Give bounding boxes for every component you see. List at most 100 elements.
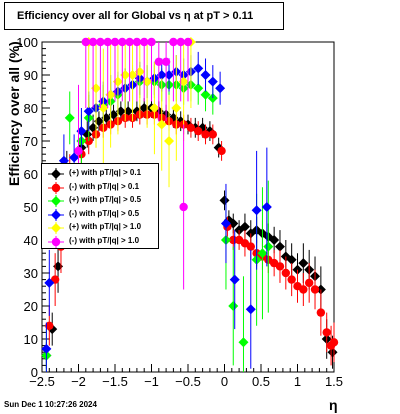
data-point [201,130,210,139]
data-point [74,146,83,156]
legend-label: (+) with pT/|q| > 0.1 [69,168,142,177]
data-point [327,347,338,358]
x-tick-label: 0.5 [252,374,270,389]
data-point [245,304,256,315]
datestamp: Sun Dec 1 10:27:26 2024 [4,400,97,409]
x-tick-label: −1.5 [102,374,128,389]
data-point [69,152,80,163]
data-point [215,83,226,94]
legend-entry: (+) with pT/|q| > 0.1 [42,167,160,181]
x-tick-label: −2.5 [29,374,55,389]
data-point [229,235,238,245]
legend-symbol [51,223,61,234]
legend-marker [48,222,64,235]
data-point [263,241,274,252]
data-point [281,268,291,278]
data-point [299,285,308,294]
data-point [41,343,52,354]
legend-symbol [51,196,61,207]
legend-entry: (+) with pT/|q| > 0.5 [42,194,160,208]
data-point [91,83,102,94]
data-point [287,275,296,284]
y-axis-label: Efficiency over all (%) [6,41,22,186]
data-point [219,195,230,206]
legend-entry: (-) with pT/|q| > 1.0 [42,235,160,249]
data-point [228,301,239,311]
data-point [229,274,240,285]
data-point [304,278,314,288]
legend-symbol [51,169,61,179]
data-point [194,126,203,136]
data-point [316,308,326,317]
data-point [110,37,120,47]
data-point [88,37,98,47]
y-tick-label: 50 [24,200,38,215]
data-point [220,218,231,229]
data-point [207,76,218,87]
legend-entry: (-) with pT/|q| > 0.5 [42,208,160,222]
data-point [112,76,123,87]
y-tick-label: 70 [24,134,38,149]
legend-marker [48,236,64,248]
legend-symbol [51,183,61,192]
legend-marker [48,168,64,180]
data-point [193,83,204,94]
data-point [83,106,94,117]
data-point [251,205,262,216]
data-point [179,202,188,212]
data-point [286,254,297,265]
x-tick-label: 1.5 [325,374,343,389]
data-point [200,70,211,80]
data-point [125,37,134,47]
data-point [183,37,193,47]
data-point [186,123,196,132]
data-point [169,37,178,47]
data-point [154,57,163,66]
data-point [96,37,105,47]
data-point [275,262,285,271]
y-tick-label: 100 [16,35,38,50]
data-point [81,37,91,47]
legend-entry: (+) with pT/|q| > 1.0 [42,221,160,235]
legend-marker [48,208,64,221]
y-tick-label: 20 [24,299,38,314]
x-tick-label: −2 [71,374,86,389]
y-tick-label: 90 [24,68,38,83]
data-point [193,63,204,74]
series-6 [74,37,193,290]
data-point [246,242,255,251]
data-point [274,241,285,252]
data-point [118,37,127,47]
data-point [200,89,211,100]
x-tick-label: −1 [144,374,159,389]
legend-label: (-) with pT/|q| > 0.5 [69,208,140,218]
y-tick-label: 10 [24,332,38,347]
legend-label: (+) with pT/|q| > 0.5 [69,195,142,205]
chart-title: Efficiency over all for Global vs η at p… [17,10,254,22]
y-tick-label: 60 [24,167,38,182]
data-point [164,136,175,146]
data-point [140,37,149,47]
x-axis-label: η [329,397,338,413]
data-point [132,37,142,47]
data-point [239,221,250,232]
axes: −2.5 −2 −1.5 −1 −0.5 0 0.5 1 1.5 0 10 20 30 40 50 60 70 8… [16,35,343,389]
data-point [238,337,249,348]
data-point [329,338,339,347]
data-point [269,235,280,245]
legend: (+) with pT/|q| > 0.1 (-) with pT/|q| > 0… [41,163,159,249]
legend-marker [48,181,64,194]
series-layer [41,37,339,372]
data-point [208,130,218,139]
data-point [217,146,226,156]
legend-label: (-) with pT/|q| > 1.0 [69,236,140,245]
legend-entry: (-) with pT/|q| > 0.1 [42,181,160,195]
data-point [298,258,309,269]
data-point [310,285,320,294]
data-point [156,119,167,130]
y-tick-label: 40 [24,233,38,248]
data-point [64,112,75,123]
data-point [44,277,55,288]
x-tick-label: −0.5 [175,374,201,389]
